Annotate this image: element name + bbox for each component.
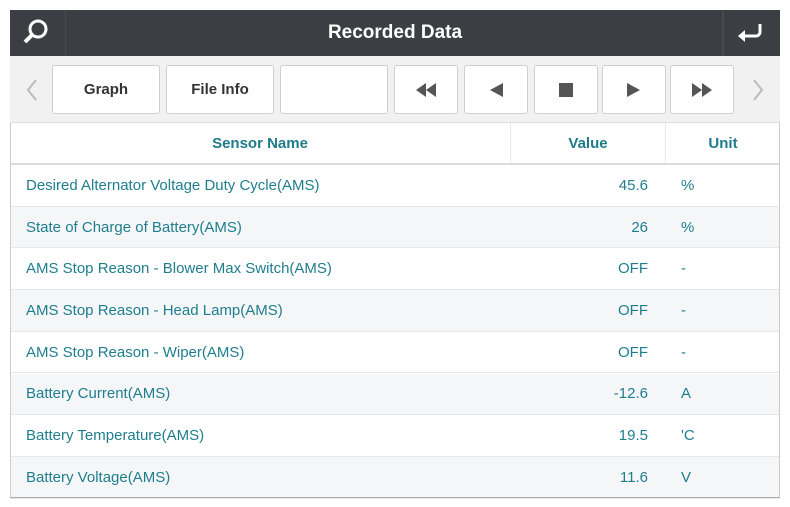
sensor-value: 45.6	[618, 176, 648, 194]
sensor-unit: -	[681, 301, 686, 319]
sensor-name: State of Charge of Battery(AMS)	[26, 218, 242, 236]
sensor-unit: -	[681, 260, 686, 278]
title: Recorded Data	[327, 22, 463, 43]
search-button[interactable]	[10, 10, 66, 56]
toolbar: Graph File Info	[10, 56, 780, 123]
sensor-name: Desired Alternator Voltage Duty Cycle(AM…	[26, 176, 320, 194]
sensor-unit: 'C	[681, 427, 695, 445]
rewind-button[interactable]	[394, 65, 458, 114]
file-info-button[interactable]: File Info	[166, 65, 274, 114]
column-header[interactable]: Unit	[665, 123, 780, 163]
stop-button[interactable]	[534, 65, 598, 114]
sensor-value: OFF	[618, 301, 648, 319]
sensor-name: Battery Current(AMS)	[26, 385, 171, 403]
sensor-name: Battery Voltage(AMS)	[26, 468, 171, 486]
sensor-value: 19.5	[618, 427, 648, 445]
sensor-value: 26	[631, 218, 648, 236]
column-header[interactable]: Value	[510, 123, 665, 163]
sensor-name: AMS Stop Reason - Blower Max Switch(AMS)	[26, 260, 332, 278]
table-row[interactable]: AMS Stop Reason - Head Lamp(AMS) OFF -	[10, 290, 780, 332]
sensor-unit: %	[681, 218, 695, 236]
table-frame	[10, 123, 780, 498]
sensor-name: AMS Stop Reason - Wiper(AMS)	[26, 343, 245, 361]
scroll-right[interactable]	[750, 78, 766, 102]
table-header: Sensor Name Value Unit	[10, 123, 780, 165]
sensor-unit: V	[681, 468, 692, 486]
scroll-left[interactable]	[24, 78, 40, 102]
back-button[interactable]	[722, 10, 780, 56]
sensor-value: OFF	[618, 343, 648, 361]
fast-forward-button[interactable]	[670, 65, 734, 114]
sensor-name: Battery Temperature(AMS)	[26, 427, 205, 445]
table-row[interactable]: AMS Stop Reason - Blower Max Switch(AMS)…	[10, 248, 780, 291]
sensor-value: 11.6	[619, 468, 648, 486]
table-row[interactable]: Battery Current(AMS) -12.6 A	[10, 373, 780, 416]
graph-button[interactable]: Graph	[52, 65, 160, 114]
table-row[interactable]: AMS Stop Reason - Wiper(AMS) OFF -	[10, 331, 780, 374]
sensor-unit: A	[681, 385, 692, 403]
sensor-value: OFF	[618, 260, 648, 278]
sensor-unit: %	[681, 176, 695, 194]
table-row[interactable]: State of Charge of Battery(AMS) 26%	[10, 206, 780, 249]
play-button[interactable]	[602, 65, 666, 114]
prev-button[interactable]	[464, 65, 528, 114]
sensor-name: AMS Stop Reason - Head Lamp(AMS)	[26, 301, 283, 319]
table-row[interactable]: Desired Alternator Voltage Duty Cycle(AM…	[10, 165, 780, 207]
table-row[interactable]: Battery Temperature(AMS) 19.5 'C	[10, 415, 780, 457]
column-header[interactable]: Sensor Name	[212, 134, 308, 152]
sensor-unit: -	[681, 343, 686, 361]
table-row[interactable]: Battery Voltage(AMS) 11.6 V	[10, 456, 780, 499]
blank-button[interactable]	[280, 65, 388, 114]
title-bar: Recorded Data	[10, 10, 780, 56]
sensor-value: -12.6	[613, 385, 648, 403]
